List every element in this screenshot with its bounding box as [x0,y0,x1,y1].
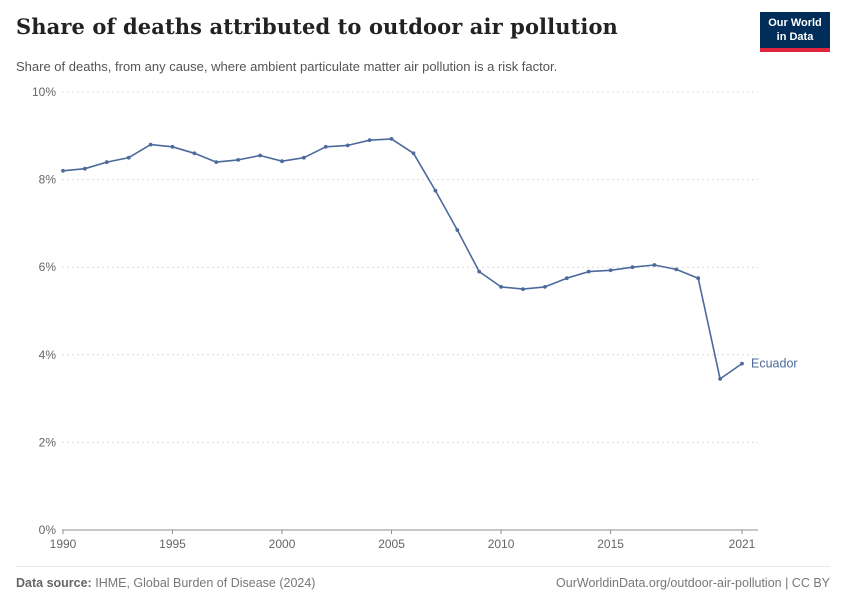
data-point[interactable] [564,275,569,280]
data-point[interactable] [586,269,591,273]
data-point[interactable] [455,227,460,232]
owid-logo-line1: Our World [768,17,822,29]
data-point[interactable] [126,155,131,160]
chart-area[interactable]: 0% 2% 4% 6% 8% 10% 1990 1995 2000 2005 2010 2015 202… [16,76,830,563]
x-tick-label: 2015 [597,537,624,551]
data-point[interactable] [302,155,306,160]
data-source: Data source: IHME, Global Burden of Dise… [16,576,315,590]
data-point[interactable] [61,168,65,173]
y-tick-label: 4% [39,347,57,361]
data-point[interactable] [543,284,547,289]
data-point[interactable] [214,159,219,164]
chart-footer: Data source: IHME, Global Burden of Dise… [16,566,830,590]
line-chart-canvas[interactable]: 0% 2% 4% 6% 8% 10% 1990 1995 2000 2005 2010 2015 202… [16,76,830,558]
data-point[interactable] [236,157,241,162]
owid-url-and-license[interactable]: OurWorldinData.org/outdoor-air-pollution… [556,576,830,590]
chart-header: Share of deaths attributed to outdoor ai… [16,12,830,52]
data-point[interactable] [148,142,153,146]
owid-logo[interactable]: Our World in Data [760,12,830,52]
data-point[interactable] [323,144,328,149]
data-point[interactable] [521,286,525,291]
chart-subtitle: Share of deaths, from any cause, where a… [16,58,558,74]
data-point[interactable] [258,153,262,157]
data-point[interactable] [477,269,482,273]
data-point[interactable] [499,284,503,289]
x-tick-label: 2000 [269,537,296,551]
data-point[interactable] [740,361,744,365]
data-point[interactable] [630,264,635,269]
series-end-label[interactable]: Ecuador [751,356,798,370]
y-tick-label: 2% [39,435,57,449]
data-point[interactable] [170,144,175,149]
x-tick-label: 2010 [488,537,515,551]
data-point[interactable] [280,158,284,163]
owid-logo-red-stripe [760,47,830,52]
data-point[interactable] [367,137,372,142]
data-point[interactable] [718,376,722,381]
owid-logo-line2: in Data [776,30,814,43]
data-point[interactable] [674,267,679,271]
data-point[interactable] [192,150,197,155]
chart-title: Share of deaths attributed to outdoor ai… [16,14,618,39]
data-point[interactable] [104,159,109,164]
data-point[interactable] [389,136,394,141]
series-line-ecuador[interactable] [62,137,743,380]
title-block: Share of deaths attributed to outdoor ai… [16,12,618,39]
data-source-value: IHME, Global Burden of Disease (2024) [95,576,316,590]
data-point[interactable] [652,262,657,267]
data-source-label: Data source: [16,576,92,590]
x-tick-label: 1990 [50,537,77,551]
x-tick-label: 1995 [159,537,186,551]
data-point[interactable] [345,143,350,147]
y-tick-label: 10% [32,85,56,99]
x-tick-label: 2021 [729,537,756,551]
y-tick-label: 6% [39,260,57,274]
data-point[interactable] [83,166,87,171]
data-point[interactable] [696,275,701,280]
y-tick-label: 8% [39,172,57,186]
data-point[interactable] [608,267,613,272]
data-point[interactable] [411,150,416,155]
data-point[interactable] [433,188,438,192]
x-tick-label: 2005 [378,537,405,551]
y-tick-label: 0% [39,523,57,537]
